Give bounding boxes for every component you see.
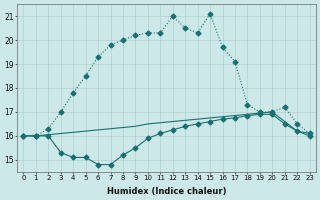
X-axis label: Humidex (Indice chaleur): Humidex (Indice chaleur) — [107, 187, 226, 196]
